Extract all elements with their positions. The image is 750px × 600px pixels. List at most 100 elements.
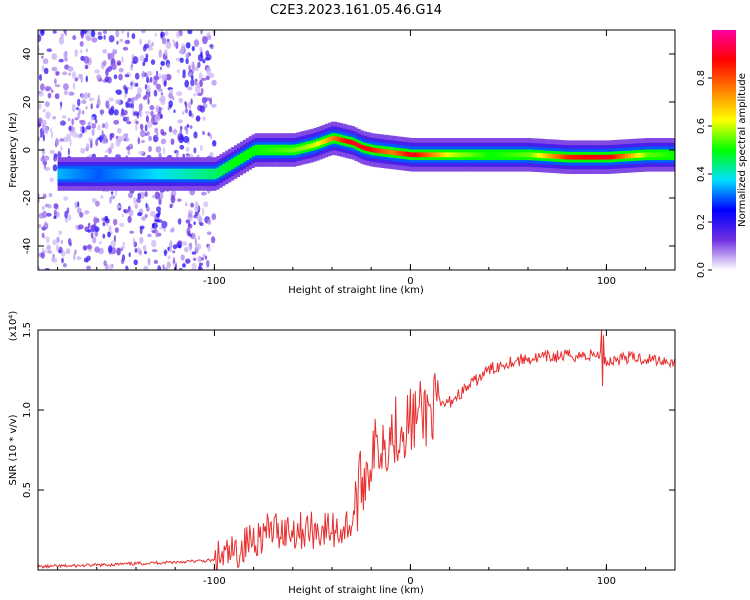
noise-blob (159, 95, 166, 103)
noise-blob (133, 259, 138, 266)
noise-blob (156, 206, 161, 213)
noise-blob (69, 139, 72, 147)
noise-blob (207, 132, 211, 137)
ridge-cell (628, 153, 632, 159)
ridge-cell (110, 171, 114, 177)
noise-blob (80, 147, 86, 154)
ridge-cell (113, 171, 117, 177)
noise-blob (85, 65, 88, 69)
ridge-cell (666, 152, 670, 158)
noise-blob (194, 237, 197, 246)
spectrogram-x-label: Height of straight line (km) (288, 285, 424, 296)
noise-blob (179, 57, 184, 63)
ridge-cell (178, 171, 182, 177)
noise-blob (192, 257, 197, 261)
noise-blob (176, 69, 180, 74)
ridge-cell (510, 152, 514, 158)
ridge-cell (119, 171, 123, 177)
noise-blob (124, 74, 130, 78)
noise-blob (102, 233, 106, 239)
noise-blob (179, 267, 183, 270)
noise-blob (88, 97, 95, 102)
noise-blob (87, 229, 92, 233)
noise-blob (189, 125, 193, 129)
noise-blob (97, 94, 100, 102)
noise-blob (90, 30, 96, 38)
noise-blob (58, 246, 63, 253)
noise-blob (142, 45, 147, 52)
noise-blob (46, 236, 50, 244)
noise-blob (144, 84, 148, 90)
ridge-cell (236, 157, 241, 163)
noise-blob (191, 45, 195, 52)
ridge-cell (181, 171, 185, 177)
noise-blob (115, 30, 120, 38)
ridge-cell (654, 152, 658, 158)
noise-blob (183, 135, 190, 144)
noise-blob (158, 49, 162, 58)
noise-blob (40, 157, 45, 162)
ridge-cell (248, 150, 252, 156)
noise-blob (58, 58, 64, 63)
noise-blob (105, 149, 108, 153)
noise-blob (152, 195, 155, 199)
noise-blob (104, 215, 109, 221)
noise-blob (170, 138, 175, 145)
noise-blob (160, 92, 164, 96)
noise-blob (151, 223, 155, 229)
noise-blob (197, 266, 203, 270)
noise-blob (195, 115, 201, 122)
noise-blob (197, 255, 202, 263)
noise-blob (77, 98, 81, 107)
ridge-cell (398, 151, 402, 156)
noise-blob (150, 59, 156, 65)
x-tick-label: -100 (203, 276, 226, 287)
noise-blob (91, 128, 95, 136)
noise-blob (40, 30, 45, 36)
noise-blob (134, 248, 138, 253)
noise-blob (117, 62, 121, 66)
noise-blob (211, 103, 217, 108)
ridge-cell (507, 152, 511, 158)
y-tick-label: 20 (22, 96, 33, 109)
noise-blob (166, 63, 170, 69)
ridge-cell (463, 152, 467, 158)
chart-title: C2E3.2023.161.05.46.G14 (270, 3, 442, 18)
noise-blob (150, 110, 154, 117)
noise-blob (211, 213, 217, 221)
spectrogram-plot-area (38, 30, 675, 270)
noise-blob (110, 240, 116, 248)
noise-blob (179, 144, 185, 150)
ridge-cell (172, 171, 176, 177)
noise-blob (185, 52, 189, 59)
noise-blob (87, 222, 91, 228)
ridge-cell (598, 154, 602, 160)
noise-blob (41, 147, 46, 155)
ridge-cell (457, 152, 461, 158)
noise-blob (134, 82, 139, 87)
noise-blob (116, 40, 119, 45)
noise-blob (38, 90, 44, 97)
noise-blob (178, 50, 182, 54)
noise-blob (51, 89, 54, 93)
ridge-cell (151, 171, 155, 177)
noise-blob (74, 201, 78, 209)
noise-blob (148, 145, 152, 153)
colorbar: 0.0 0.2 0.4 0.6 0.8 Normalized spectral ampl… (696, 30, 748, 278)
noise-blob (115, 139, 121, 147)
noise-blob (137, 87, 142, 95)
noise-blob (108, 108, 114, 116)
noise-blob (94, 69, 100, 74)
noise-blob (206, 260, 210, 268)
noise-blob (133, 111, 139, 116)
ridge-cell (495, 152, 499, 158)
ridge-cell (642, 152, 646, 158)
ridge-cell (448, 152, 452, 158)
ridge-cell (272, 147, 276, 153)
noise-blob (187, 102, 192, 110)
noise-blob (100, 217, 104, 221)
ridge-cell (419, 152, 423, 158)
noise-blob (202, 36, 208, 45)
noise-blob (139, 129, 146, 138)
noise-blob (102, 49, 108, 54)
